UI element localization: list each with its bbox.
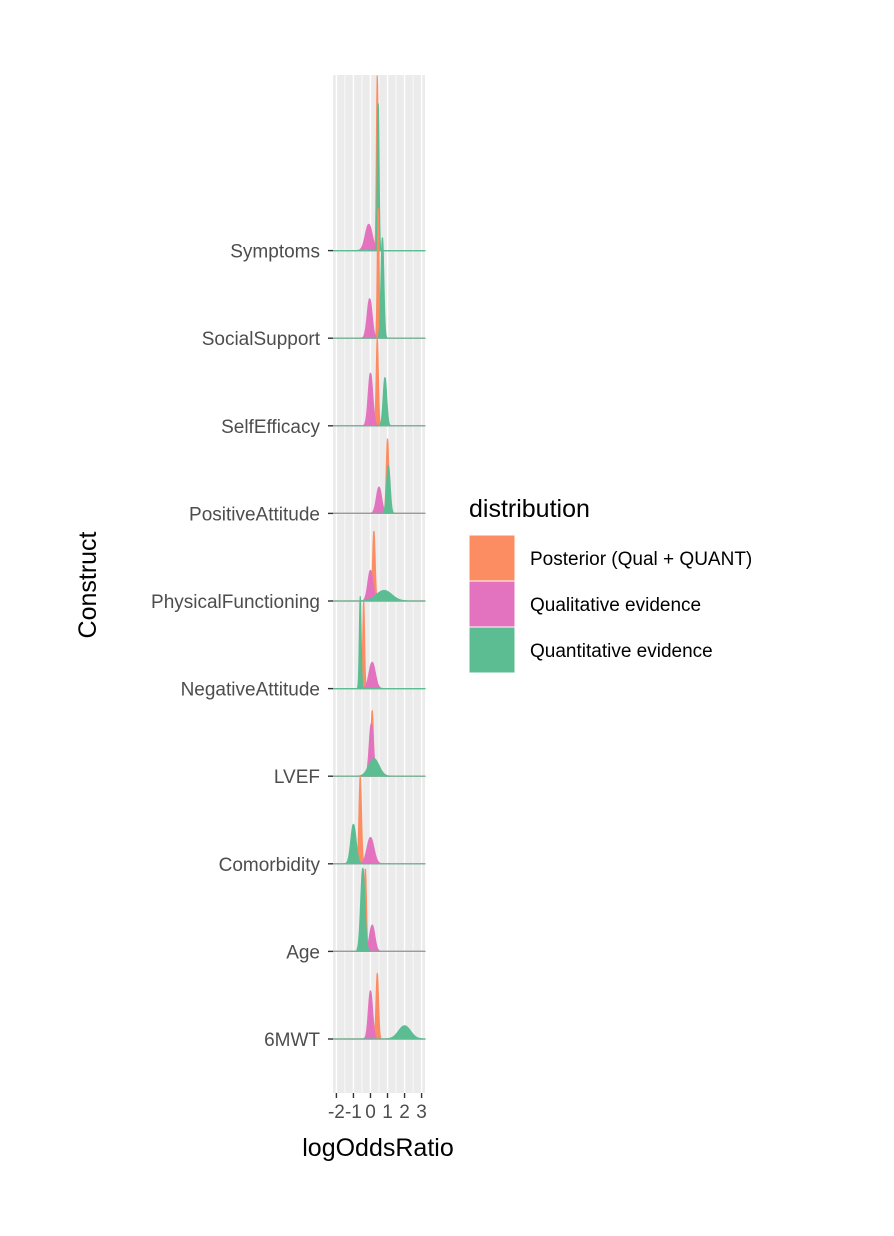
x-axis-title: logOddsRatio [302, 1134, 453, 1162]
y-axis: 6MWT Age Comorbidity LVEF NegativeAttitude Ph… [151, 242, 333, 1051]
x-tick-label: 3 [416, 1102, 427, 1123]
density-ridge [332, 867, 426, 952]
density-ridge [332, 103, 426, 252]
density-ridge [332, 589, 426, 602]
density-ridge [332, 377, 426, 427]
legend-key [468, 626, 516, 674]
legend-label: Quantitative evidence [530, 641, 713, 662]
density-ridge [332, 464, 426, 514]
y-tick-label: Age [286, 942, 320, 963]
legend: distribution Posterior (Qual + QUANT) Qua… [468, 495, 752, 674]
density-ridge [332, 1025, 426, 1040]
y-tick-label: Comorbidity [219, 855, 321, 876]
y-tick-label: PositiveAttitude [189, 504, 320, 525]
density-ridge [332, 823, 426, 865]
y-tick-label: NegativeAttitude [181, 680, 320, 701]
y-tick-label: SocialSupport [202, 329, 321, 350]
density-ridges [332, 75, 426, 1040]
x-tick-label: -2 [328, 1102, 345, 1123]
x-tick-label: 1 [382, 1102, 393, 1123]
legend-key [468, 580, 516, 628]
legend-label: Qualitative evidence [530, 595, 701, 616]
x-tick-label: 0 [365, 1102, 376, 1123]
y-tick-label: PhysicalFunctioning [151, 592, 320, 613]
y-tick-label: LVEF [274, 767, 320, 788]
x-tick-label: 2 [399, 1102, 410, 1123]
y-tick-label: Symptoms [230, 242, 320, 263]
legend-key [468, 534, 516, 582]
y-axis-title: Construct [74, 531, 102, 638]
y-tick-label: 6MWT [264, 1030, 320, 1051]
density-ridge [332, 596, 426, 690]
legend-title: distribution [469, 495, 590, 523]
legend-label: Posterior (Qual + QUANT) [530, 549, 752, 570]
x-tick-label: -1 [345, 1102, 362, 1123]
density-ridge [332, 237, 426, 339]
density-ridge [332, 758, 426, 777]
y-tick-label: SelfEfficacy [221, 417, 320, 438]
x-axis: -2 -1 0 1 2 3 [328, 1093, 427, 1123]
